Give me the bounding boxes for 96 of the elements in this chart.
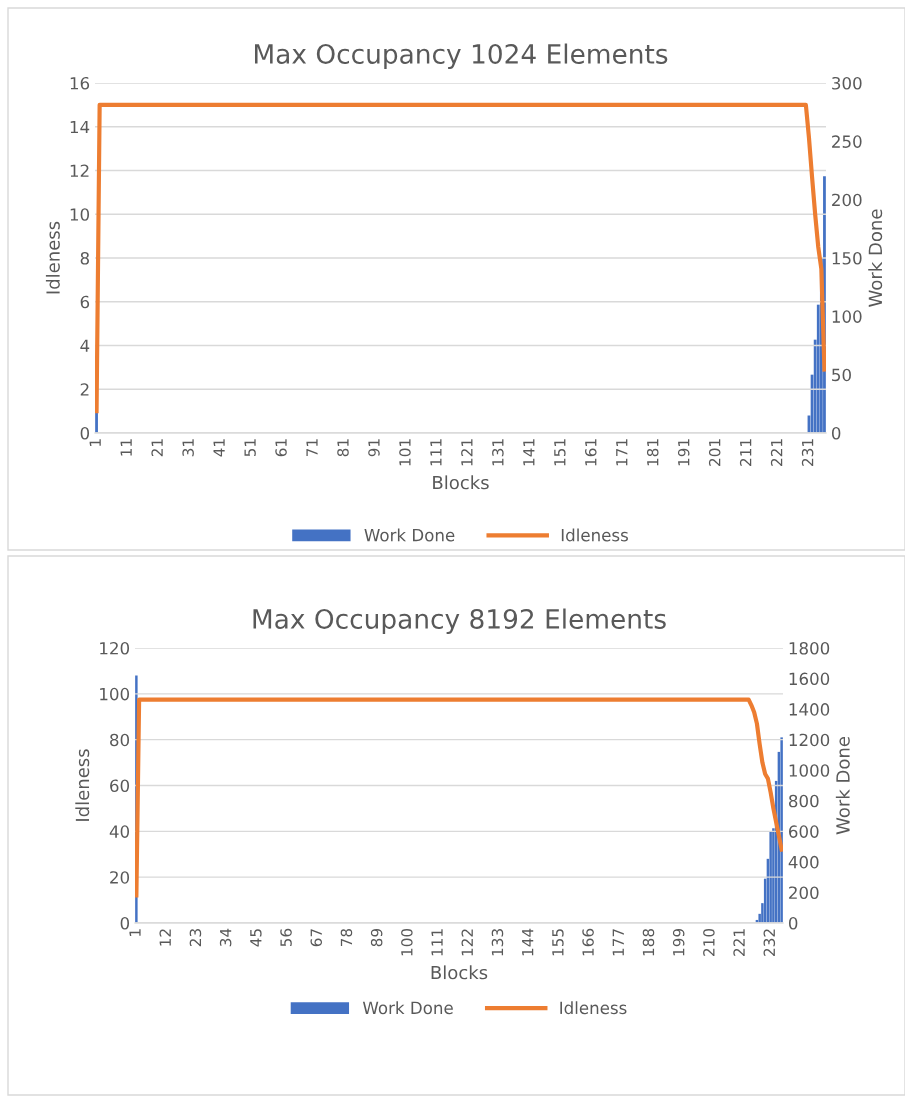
x-tick-label: 181 [646, 439, 659, 466]
y-tick-label: 0 [80, 426, 90, 440]
x-tick-label: 56 [280, 928, 292, 947]
bar [95, 412, 98, 433]
x-tick-label: 101 [399, 439, 411, 466]
x-tick-label: 45 [250, 929, 262, 947]
x-tick-label: 67 [310, 929, 323, 947]
chart-title: Max Occupancy 8192 Elements [253, 608, 666, 635]
y-axis-title: Idleness [75, 749, 90, 821]
x-tick-label: 81 [337, 439, 349, 457]
y2-tick-label: 200 [832, 193, 862, 207]
x-tick-label: 232 [763, 929, 776, 956]
y2-tick-label: 0 [788, 916, 798, 930]
y2-axis-title: Work Done [868, 209, 883, 307]
y-tick-label: 80 [110, 733, 130, 747]
y-tick-label: 100 [100, 687, 130, 701]
x-tick-label: 23 [189, 929, 202, 947]
legend-label: Work Done [364, 528, 455, 542]
y-tick-label: 0 [120, 916, 130, 930]
x-tick-label: 210 [703, 928, 715, 956]
chart-title: Max Occupancy 1024 Elements [255, 43, 668, 70]
x-tick-label: 151 [554, 439, 566, 466]
x-axis-title: Blocks [433, 475, 489, 490]
y2-tick-label: 1800 [789, 641, 830, 655]
x-tick-label: 188 [642, 928, 655, 956]
y-tick-label: 12 [70, 164, 89, 177]
x-tick-label: 111 [431, 929, 443, 956]
legend-label: Idleness [561, 528, 628, 542]
line-series [95, 102, 826, 414]
x-tick-label: 11 [120, 439, 132, 456]
y-tick-label: 60 [110, 779, 130, 793]
y-tick-label: 8 [80, 251, 89, 265]
x-tick-label: 111 [430, 439, 442, 466]
x-tick-label: 133 [491, 929, 504, 956]
x-tick-label: 141 [523, 439, 535, 466]
y-tick-label: 6 [80, 295, 90, 309]
x-tick-label: 89 [370, 928, 383, 947]
y-axis-title: Idleness [45, 221, 60, 294]
y2-tick-label: 1600 [789, 672, 830, 686]
y2-tick-label: 1000 [789, 764, 830, 777]
y-tick-label: 4 [80, 339, 90, 352]
y-tick-label: 120 [100, 641, 130, 655]
y-tick-label: 14 [70, 120, 90, 134]
x-tick-label: 201 [708, 439, 721, 466]
bar [769, 831, 772, 923]
x-axis-title: Blocks [431, 965, 488, 980]
x-tick-label: 1 [89, 439, 101, 446]
x-tick-label: 12 [159, 929, 171, 946]
x-tick-label: 199 [672, 928, 685, 956]
y2-tick-label: 200 [789, 886, 819, 900]
x-tick-label: 122 [461, 929, 473, 956]
x-tick-label: 166 [582, 928, 594, 956]
y2-tick-label: 100 [832, 310, 862, 323]
y2-tick-label: 600 [789, 825, 819, 838]
x-tick-label: 1 [129, 929, 141, 936]
y-tick-label: 16 [70, 76, 90, 90]
x-tick-label: 131 [492, 439, 504, 466]
y-tick-label: 2 [80, 383, 89, 396]
line-series [135, 697, 783, 898]
x-tick-label: 51 [244, 439, 256, 457]
x-tick-label: 71 [306, 439, 318, 457]
x-tick-label: 221 [733, 929, 745, 956]
x-tick-label: 221 [770, 439, 783, 466]
x-tick-label: 41 [213, 439, 225, 457]
x-tick-label: 191 [677, 439, 690, 466]
y2-tick-label: 1200 [789, 733, 830, 747]
x-tick-label: 91 [368, 439, 380, 457]
y2-tick-label: 300 [832, 76, 862, 90]
x-tick-label: 211 [739, 439, 752, 466]
y2-tick-label: 1400 [789, 703, 830, 716]
y2-tick-label: 400 [788, 855, 819, 869]
x-tick-label: 31 [182, 439, 194, 457]
x-tick-label: 144 [522, 928, 534, 956]
x-tick-label: 121 [461, 439, 473, 466]
x-tick-label: 78 [340, 928, 353, 947]
y2-tick-label: 0 [831, 426, 841, 440]
y-tick-label: 20 [110, 871, 130, 884]
bar [780, 737, 783, 923]
x-tick-label: 21 [151, 439, 163, 457]
y-tick-label: 10 [70, 208, 90, 221]
y2-tick-label: 250 [832, 135, 862, 148]
x-tick-label: 231 [801, 439, 814, 466]
y2-tick-label: 50 [832, 368, 851, 382]
legend-label: Work Done [362, 1001, 453, 1015]
legend-label: Idleness [560, 1001, 627, 1015]
x-tick-label: 155 [552, 929, 564, 956]
y-tick-label: 40 [109, 825, 130, 838]
y2-tick-label: 150 [832, 251, 862, 265]
y2-tick-label: 800 [788, 794, 819, 808]
y2-axis-title: Work Done [835, 736, 850, 835]
x-tick-label: 61 [275, 439, 287, 457]
x-tick-label: 161 [585, 439, 597, 466]
x-tick-label: 177 [612, 929, 624, 956]
x-tick-label: 100 [401, 928, 413, 956]
x-tick-label: 34 [219, 928, 232, 947]
x-tick-label: 171 [616, 439, 628, 466]
